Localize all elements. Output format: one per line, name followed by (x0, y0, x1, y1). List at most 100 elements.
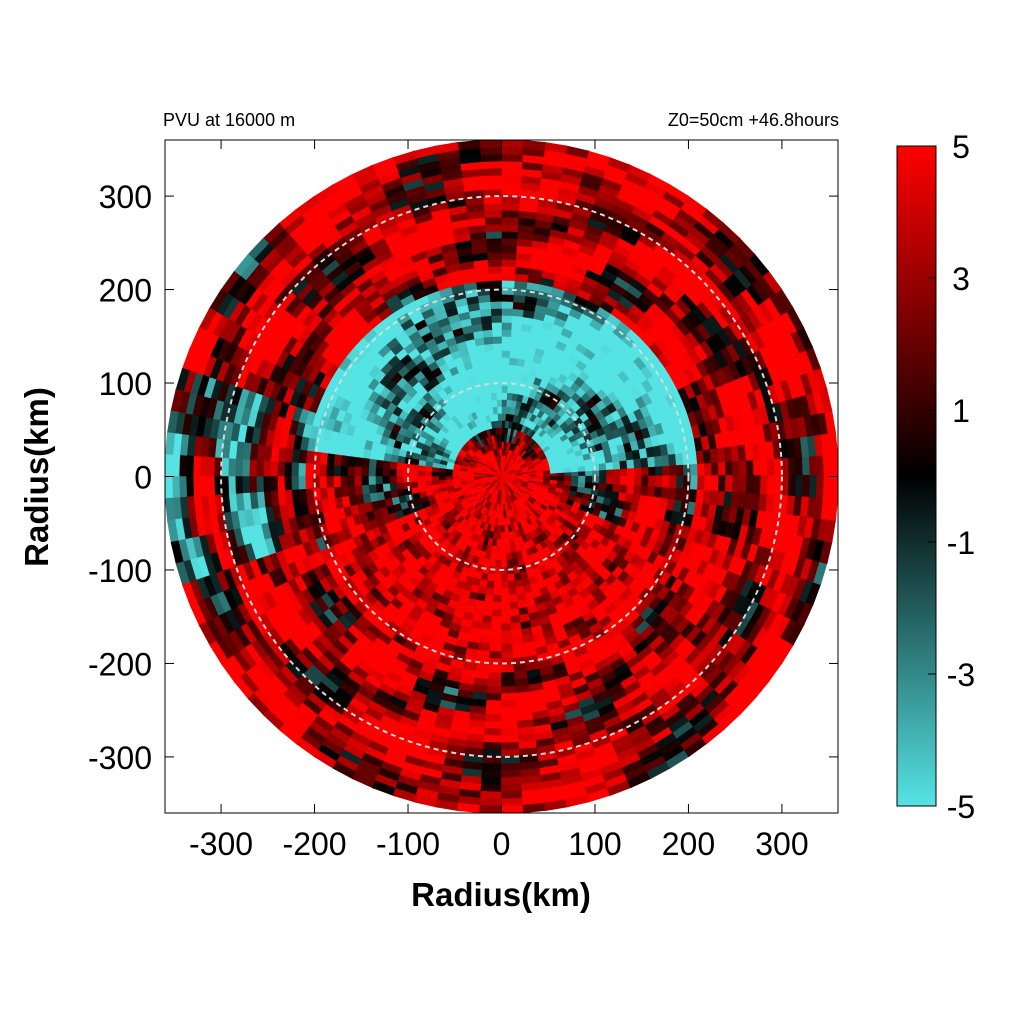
heatmap-cell (318, 464, 327, 478)
heatmap-cell (550, 475, 559, 481)
heatmap-cell (500, 300, 514, 309)
heatmap-cell (662, 475, 671, 488)
heatmap-cell (704, 475, 713, 491)
heatmap-cell (690, 475, 699, 490)
heatmap-cell (290, 462, 299, 478)
heatmap-cell (675, 463, 685, 477)
heatmap-cell (711, 475, 720, 492)
heatmap-cell (508, 476, 517, 478)
colorbar-tick-label: -1 (947, 525, 975, 561)
heatmap-cell (578, 475, 587, 483)
y-tick-label: 100 (99, 366, 152, 402)
heatmap-cell (500, 405, 507, 414)
heatmap-cell (444, 472, 453, 478)
heatmap-cell (500, 398, 507, 407)
heatmap-cell (479, 804, 504, 813)
heatmap-cell (500, 412, 507, 421)
heatmap-cell (500, 384, 508, 393)
heatmap-cell (486, 693, 503, 702)
heatmap-cell (488, 300, 502, 310)
heatmap-cell (500, 426, 506, 435)
heatmap-cell (655, 475, 664, 488)
colorbar-tick-label: -3 (947, 657, 975, 693)
heatmap-cell (606, 468, 615, 477)
heatmap-cell (360, 466, 369, 478)
heatmap-cell (592, 475, 601, 484)
heatmap-cell (500, 321, 512, 330)
heatmap-cell (165, 476, 174, 501)
heatmap-cell (311, 476, 321, 491)
heatmap-cell (489, 307, 502, 316)
heatmap-cell (495, 560, 503, 569)
heatmap-cell (620, 467, 629, 477)
heatmap-cell (500, 356, 510, 365)
heatmap-cell (283, 461, 292, 478)
heatmap-cell (492, 349, 502, 358)
y-tick-label: -200 (88, 646, 152, 682)
heatmap-cell (494, 574, 503, 583)
heatmap-cell (430, 471, 439, 478)
heatmap-cell (500, 314, 513, 323)
heatmap-cell (500, 251, 517, 260)
heatmap-cell (395, 469, 404, 478)
heatmap-cell (493, 581, 503, 590)
heatmap-cell (606, 475, 615, 485)
heatmap-cell (496, 546, 503, 555)
heatmap-cell (492, 356, 502, 365)
y-tick-label: 0 (134, 460, 152, 496)
heatmap-cell (501, 581, 510, 590)
heatmap-cell (416, 470, 425, 478)
heatmap-cell (496, 532, 503, 541)
heatmap-cell (557, 475, 566, 482)
heatmap-cell (491, 342, 502, 351)
heatmap-cell (497, 525, 503, 534)
chart-title: PVU at 16000 m (163, 110, 295, 130)
heatmap-cell (487, 672, 503, 681)
heatmap-cell (381, 476, 390, 486)
heatmap-cell (374, 467, 383, 478)
heatmap-cell (829, 452, 838, 477)
heatmap-cell (388, 468, 397, 478)
heatmap-cell (500, 335, 512, 344)
heatmap-cell (477, 140, 502, 149)
heatmap-cell (374, 476, 383, 486)
heatmap-cell (501, 637, 514, 646)
heatmap-cell (499, 140, 524, 149)
x-tick-label: -200 (283, 826, 347, 862)
heatmap-cell (500, 328, 512, 337)
heatmap-cell (501, 609, 512, 618)
heatmap-cell (332, 476, 341, 489)
heatmap-cell (634, 475, 643, 487)
heatmap-cell (353, 476, 362, 488)
heatmap-cell (500, 419, 506, 428)
heatmap-cell (529, 476, 538, 480)
heatmap-cell (648, 475, 657, 487)
heatmap-cell (381, 468, 390, 478)
heatmap-cell (697, 475, 706, 491)
colorbar-tick-label: -5 (947, 789, 975, 825)
heatmap-cell (500, 272, 516, 281)
heatmap-cell (501, 643, 515, 653)
y-tick-label: -300 (88, 740, 152, 776)
heatmap-cell (564, 475, 573, 482)
chart-subtitle: Z0=50cm +46.8hours (668, 110, 839, 130)
heatmap-cell (500, 307, 513, 316)
heatmap-cell (423, 471, 432, 478)
colorbar-tick-label: 3 (952, 261, 970, 297)
heatmap-cell (500, 363, 510, 372)
heatmap-cell (402, 469, 411, 478)
heatmap-cell (487, 679, 503, 688)
heatmap-cell (627, 475, 636, 486)
heatmap-cell (501, 588, 511, 597)
heatmap-cell (487, 286, 502, 296)
heatmap-cell (585, 475, 594, 483)
heatmap-cell (829, 474, 838, 499)
heatmap-cell (493, 588, 503, 597)
heatmap-cell (500, 391, 508, 400)
heatmap-cell (500, 349, 511, 358)
heatmap-cell (489, 651, 503, 660)
heatmap-cell (489, 314, 502, 323)
heatmap-cell (486, 686, 503, 695)
heatmap-cell (613, 467, 622, 477)
